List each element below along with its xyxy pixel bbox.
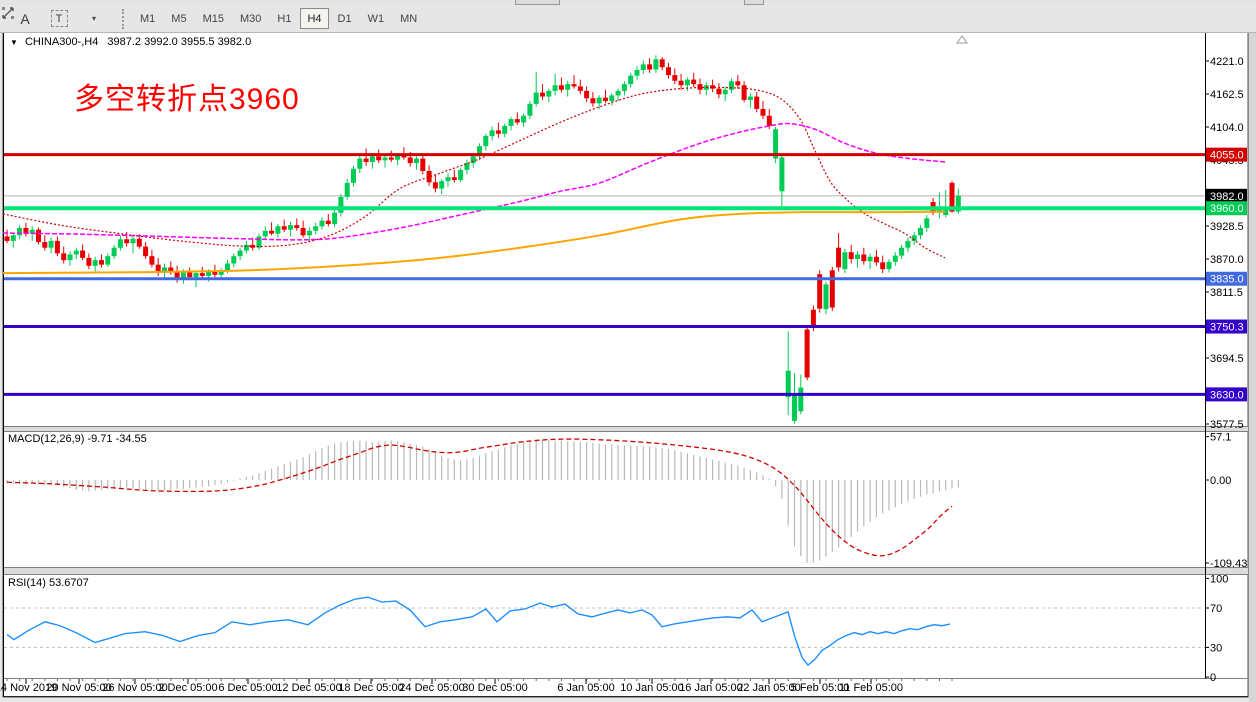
svg-text:100: 100 — [1210, 573, 1228, 585]
cursor-mode-button[interactable]: ▾ — [2, 7, 108, 30]
macd-label: MACD(12,26,9) -9.71 -34.55 — [8, 433, 147, 445]
svg-text:3835.0: 3835.0 — [1210, 274, 1244, 286]
toolbar: A T ▾ M1 M5 M15 M30 H1 H4 D1 W1 MN — [0, 5, 1256, 33]
svg-text:-109.43: -109.43 — [1210, 558, 1247, 570]
crosshair-arrows-icon — [2, 7, 14, 19]
text-tool-button[interactable]: T — [44, 8, 74, 30]
svg-text:3811.5: 3811.5 — [1210, 287, 1243, 299]
ohlc-close: 3982.0 — [217, 36, 252, 48]
svg-text:3870.0: 3870.0 — [1210, 254, 1244, 266]
svg-text:4055.0: 4055.0 — [1210, 150, 1244, 162]
ohlc-high: 3992.0 — [144, 36, 178, 48]
svg-text:4162.5: 4162.5 — [1210, 89, 1244, 101]
svg-text:22 Jan 05:00: 22 Jan 05:00 — [737, 682, 801, 694]
timeframe-button-h1[interactable]: H1 — [277, 12, 292, 25]
window-fragment — [744, 0, 764, 5]
font-tool-button[interactable]: A — [20, 10, 30, 27]
timeframe-group: M1 M5 M15 M30 H1 H4 D1 W1 MN — [132, 8, 425, 29]
svg-text:6 Jan 05:00: 6 Jan 05:00 — [557, 682, 615, 694]
timeframe-button-d1[interactable]: D1 — [337, 12, 352, 25]
timeframe-button-m15[interactable]: M15 — [202, 12, 224, 25]
svg-text:3694.5: 3694.5 — [1210, 353, 1244, 365]
svg-text:70: 70 — [1210, 603, 1222, 615]
svg-text:3630.0: 3630.0 — [1210, 389, 1244, 401]
chevron-down-icon: ▾ — [91, 14, 96, 23]
timeframe-button-m30[interactable]: M30 — [239, 12, 262, 25]
svg-text:3982.0: 3982.0 — [1210, 191, 1244, 203]
svg-text:3577.5: 3577.5 — [1210, 419, 1244, 431]
svg-text:0.00: 0.00 — [1210, 475, 1231, 487]
svg-text:6 Dec 05:00: 6 Dec 05:00 — [218, 682, 277, 694]
svg-text:10 Jan 05:00: 10 Jan 05:00 — [620, 682, 684, 694]
timeframe-button-m1[interactable]: M1 — [140, 12, 156, 25]
svg-text:24 Dec 05:00: 24 Dec 05:00 — [399, 682, 464, 694]
svg-text:18 Dec 05:00: 18 Dec 05:00 — [338, 682, 403, 694]
svg-text:2 Dec 05:00: 2 Dec 05:00 — [158, 682, 217, 694]
chart-header: ▼ CHINA300-,H4 3987.2 3992.0 3955.5 3982… — [10, 36, 251, 48]
window-top-strip — [0, 0, 1256, 5]
svg-text:26 Nov 05:00: 26 Nov 05:00 — [102, 682, 167, 694]
chart-annotation-text: 多空转折点3960 — [74, 83, 300, 116]
text-tool-icon: T — [50, 10, 68, 27]
timeframe-button-m5[interactable]: M5 — [171, 12, 187, 25]
svg-text:57.1: 57.1 — [1210, 432, 1231, 444]
svg-text:30 Dec 05:00: 30 Dec 05:00 — [462, 682, 527, 694]
svg-text:16 Jan 05:00: 16 Jan 05:00 — [679, 682, 743, 694]
svg-text:12 Dec 05:00: 12 Dec 05:00 — [276, 682, 341, 694]
svg-text:0: 0 — [1210, 672, 1216, 684]
svg-text:14 Nov 2019: 14 Nov 2019 — [0, 682, 57, 694]
svg-text:3750.3: 3750.3 — [1210, 322, 1244, 334]
symbol-period-label: CHINA300-,H4 — [24, 36, 99, 48]
svg-text:30: 30 — [1210, 642, 1222, 654]
timeframe-button-w1[interactable]: W1 — [367, 12, 385, 25]
svg-text:4104.0: 4104.0 — [1210, 122, 1244, 134]
toolbar-separator — [122, 8, 124, 29]
symbol-dropdown-icon[interactable]: ▼ — [10, 38, 18, 47]
ohlc-low: 3955.5 — [180, 36, 215, 48]
window-fragment — [515, 0, 560, 5]
ohlc-open: 3987.2 — [107, 36, 142, 48]
timeframe-button-h4[interactable]: H4 — [300, 8, 329, 29]
svg-text:3928.5: 3928.5 — [1210, 221, 1244, 233]
svg-text:20 Nov 05:00: 20 Nov 05:00 — [46, 682, 111, 694]
svg-text:4221.0: 4221.0 — [1210, 56, 1244, 68]
svg-text:3960.0: 3960.0 — [1210, 203, 1244, 215]
svg-text:11 Feb 05:00: 11 Feb 05:00 — [839, 682, 903, 694]
svg-text:5 Feb 05:00: 5 Feb 05:00 — [791, 682, 850, 694]
timeframe-button-mn[interactable]: MN — [400, 12, 418, 25]
rsi-label: RSI(14) 53.6707 — [8, 577, 89, 589]
